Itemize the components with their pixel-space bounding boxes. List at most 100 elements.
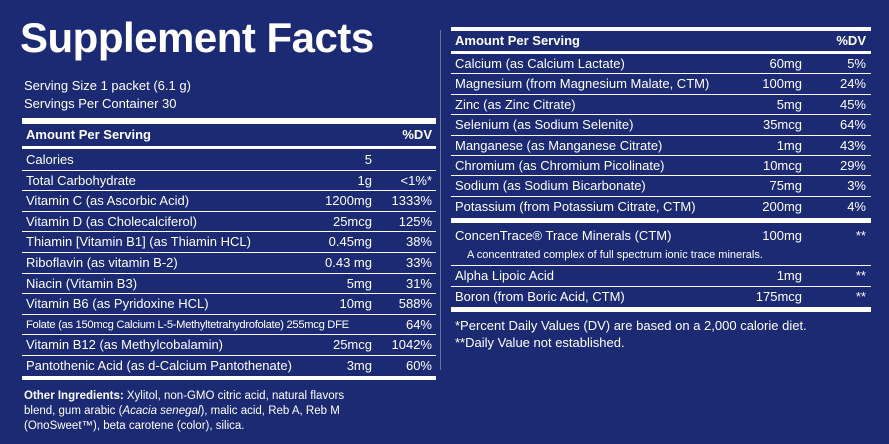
footnote: *Percent Daily Values (DV) are based on … — [455, 318, 807, 333]
right-row-amount: 200mg — [762, 198, 802, 214]
rule — [451, 51, 871, 54]
rule — [22, 169, 436, 171]
right-row-dv: 4% — [847, 198, 866, 214]
right-other-row-dv: ** — [855, 268, 866, 283]
left-row-amount: 10mg — [339, 296, 372, 312]
rule — [451, 175, 871, 177]
ingredients-italic: Acacia senegal — [122, 405, 201, 417]
left-row-amount: 1200mg — [325, 193, 372, 209]
serving-size: Serving Size 1 packet (6.1 g) — [24, 78, 191, 93]
rule — [451, 308, 871, 312]
right-other-row-name: Boron (from Boric Acid, CTM) — [455, 289, 625, 304]
left-row-name: Thiamin [Vitamin B1] (as Thiamin HCL) — [26, 234, 251, 250]
right-other-row-name: Alpha Lipoic Acid — [455, 268, 555, 283]
rule — [451, 265, 871, 266]
right-row-name: Chromium (as Chromium Picolinate) — [455, 158, 665, 173]
left-row-name: Riboflavin (as vitamin B-2) — [26, 255, 178, 270]
right-other-row-amount: 100mg — [762, 228, 802, 243]
left-row-name: Vitamin D (as Cholecalciferol) — [26, 213, 197, 229]
right-row-amount: 75mg — [769, 178, 802, 194]
ingredients-text: Xylitol, non-GMO citric acid, natural fl… — [24, 390, 345, 417]
left-row-amount: 1g — [357, 172, 372, 188]
right-header-dv: %DV — [836, 33, 866, 48]
left-row-name: Calories — [26, 152, 74, 167]
right-row-dv: 5% — [847, 56, 866, 71]
right-row-amount: 60mg — [769, 56, 802, 71]
left-row-name: Vitamin B6 (as Pyridoxine HCL) — [26, 296, 209, 312]
ingredients-text: ), malic acid, Reb A, Reb M (OnoSweet™),… — [24, 405, 340, 432]
title: Supplement Facts — [20, 14, 374, 61]
left-row-amount: 3mg — [346, 358, 372, 373]
rule — [22, 334, 436, 336]
rule — [451, 307, 871, 308]
right-row-dv: 24% — [839, 76, 866, 92]
right-row-name: Potassium (from Potassium Citrate, CTM) — [455, 198, 696, 214]
right-row-dv: 43% — [839, 137, 866, 153]
right-row-name: Selenium (as Sodium Selenite) — [455, 117, 634, 133]
right-row-amount: 1mg — [776, 137, 802, 153]
left-row-name: Vitamin C (as Ascorbic Acid) — [26, 193, 190, 209]
left-row-dv: 38% — [405, 234, 432, 250]
right-row-name: Manganese (as Manganese Citrate) — [455, 137, 663, 153]
left-row-dv: 64% — [405, 316, 432, 332]
other-ingredients: Other Ingredients: Xylitol, non-GMO citr… — [24, 389, 374, 434]
right-row-name: Magnesium (from Magnesium Malate, CTM) — [455, 76, 710, 92]
right-row-name: Calcium (as Calcium Lactate) — [455, 56, 625, 71]
divider — [440, 30, 441, 370]
right-row-dv: 3% — [847, 178, 866, 194]
right-row-amount: 5mg — [776, 96, 802, 112]
rule — [451, 195, 871, 197]
left-row-amount: 25mcg — [332, 337, 372, 353]
rule — [22, 252, 436, 253]
rule — [22, 231, 436, 233]
left-row-name: Total Carbohydrate — [26, 172, 136, 188]
rule — [22, 375, 436, 377]
left-row-name: Niacin (Vitamin B3) — [26, 275, 138, 291]
right-other-row-amount: 175mcg — [755, 289, 802, 304]
right-row-amount: 100mg — [762, 76, 802, 92]
rule — [22, 313, 436, 315]
rule — [22, 146, 436, 149]
left-header-dv: %DV — [402, 127, 432, 142]
right-row-dv: 29% — [839, 158, 866, 173]
rule — [451, 286, 871, 287]
right-other-row-dv: ** — [855, 289, 866, 304]
left-row-name: Pantothenic Acid (as d-Calcium Pantothen… — [26, 358, 292, 373]
right-row-dv: 64% — [839, 117, 866, 133]
rule — [22, 272, 436, 274]
left-row-amount: 5mg — [346, 275, 372, 291]
rule — [22, 190, 436, 192]
right-other-row-dv: ** — [855, 228, 866, 243]
right-row-name: Sodium (as Sodium Bicarbonate) — [455, 178, 646, 194]
rule — [22, 118, 436, 124]
ingredients-label: Other Ingredients: — [24, 390, 124, 402]
rule — [451, 114, 871, 116]
footnote: **Daily Value not established. — [455, 335, 625, 350]
right-row-amount: 35mcg — [762, 117, 802, 133]
left-row-amount: 5 — [364, 152, 372, 167]
left-row-amount: 0.45mg — [328, 234, 372, 250]
left-row-dv: 1333% — [391, 193, 432, 209]
left-row-dv: 125% — [398, 213, 432, 229]
rule — [22, 210, 436, 212]
left-row-dv: 60% — [405, 358, 432, 373]
rule — [451, 73, 871, 75]
rule — [451, 218, 871, 223]
concentrace-note: A concentrated complex of full spectrum … — [467, 249, 763, 261]
rule — [451, 93, 871, 95]
left-row-dv: 588% — [398, 296, 432, 312]
rule — [451, 134, 871, 136]
left-row-amount: 25mcg — [332, 213, 372, 229]
left-row-dv: 1042% — [391, 337, 432, 353]
rule — [22, 376, 436, 380]
rule — [451, 27, 871, 31]
left-row-dv: 31% — [405, 275, 432, 291]
left-row-name: Folate (as 150mcg Calcium L-5-Methyltetr… — [26, 318, 349, 331]
rule — [22, 293, 436, 295]
left-row-dv: <1%* — [400, 172, 432, 188]
right-row-name: Zinc (as Zinc Citrate) — [455, 96, 576, 112]
rule — [451, 155, 871, 156]
servings-per-container: Servings Per Container 30 — [24, 96, 177, 111]
right-other-row-name: ConcenTrace® Trace Minerals (CTM) — [455, 228, 672, 243]
